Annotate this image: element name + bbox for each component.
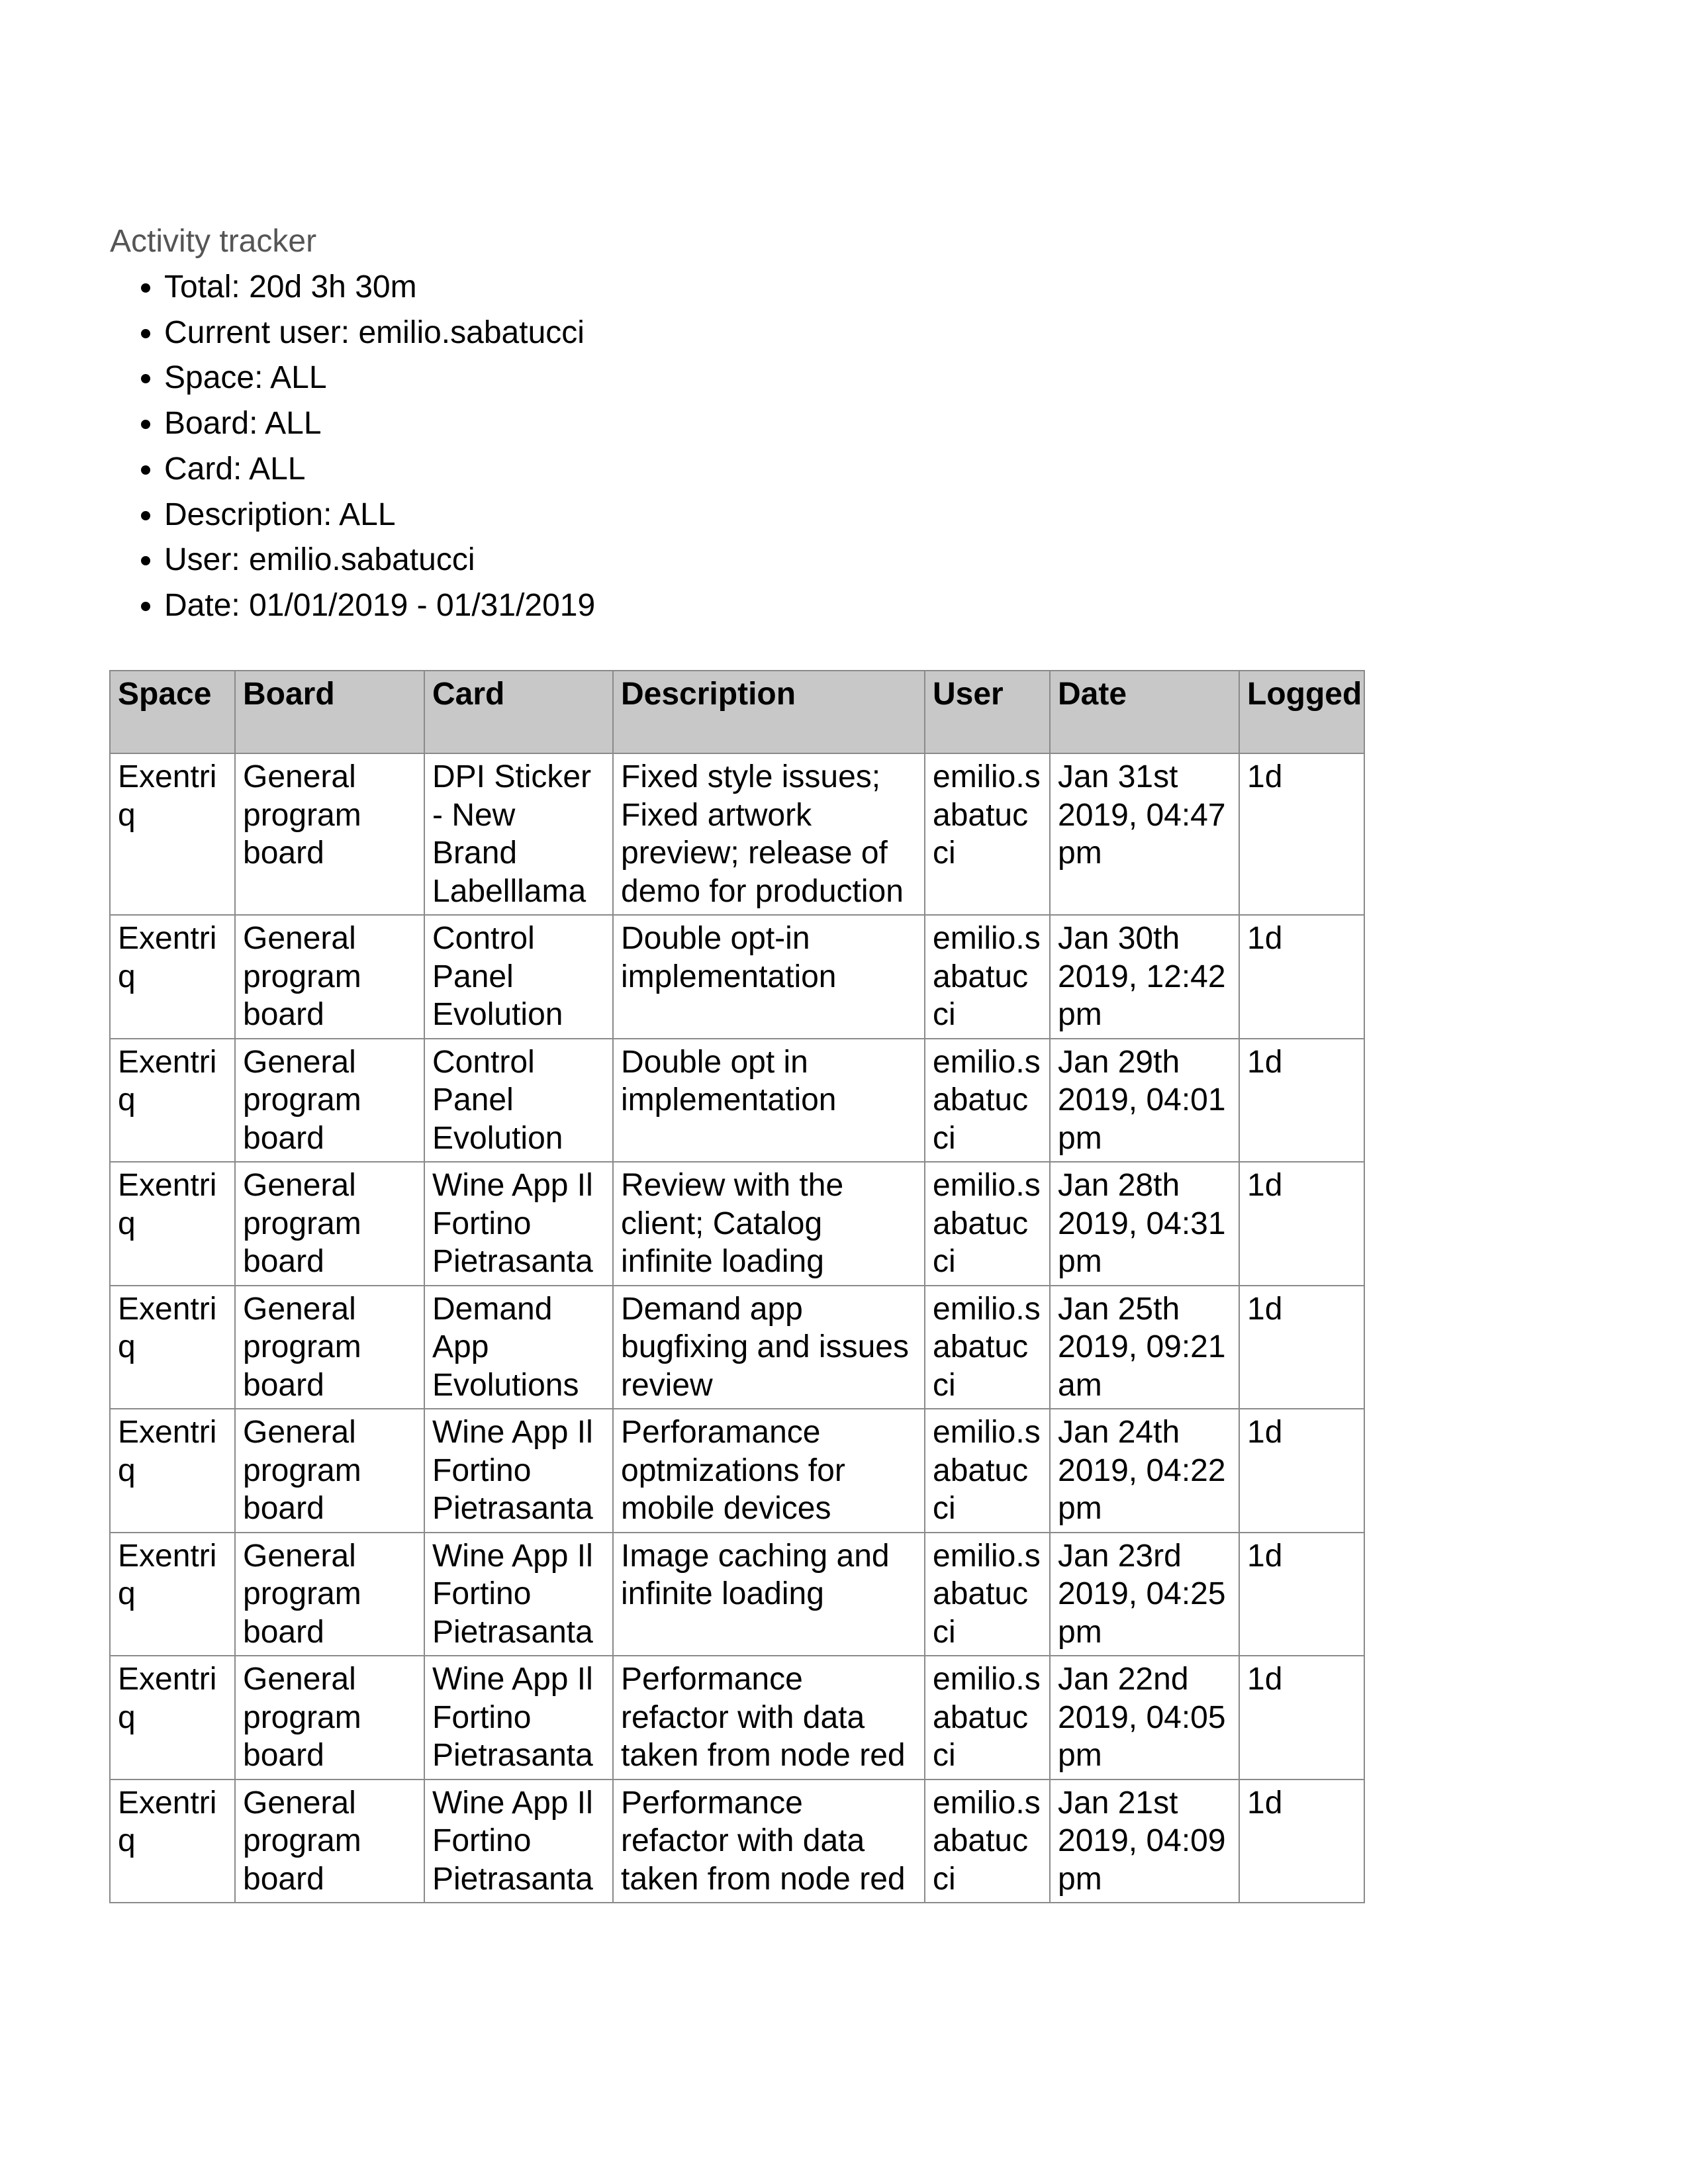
filter-item: Description: ALL [164,493,595,538]
table-header-row: Space Board Card Description User Date Logged [109,670,1365,754]
filter-item: User: emilio.sabatucci [164,538,595,583]
cell-user: emilio.sabatucci [924,753,1051,916]
cell-logged: 1d [1239,1284,1365,1409]
cell-board: General program board [234,1655,425,1780]
column-header-card: Card [424,670,614,754]
cell-space: Exentriq [109,1284,236,1409]
cell-space: Exentriq [109,1531,236,1656]
cell-date: Jan 25th 2019, 09:21 am [1049,1284,1240,1409]
column-header-logged: Logged [1239,670,1365,754]
cell-board: General program board [234,1408,425,1533]
cell-board: General program board [234,1778,425,1903]
column-header-board: Board [234,670,425,754]
cell-description: Image caching and infinite loading [612,1531,925,1656]
table-row: Exentriq General program board Wine App Il… [109,1655,1365,1780]
cell-space: Exentriq [109,914,236,1039]
cell-logged: 1d [1239,914,1365,1039]
filter-item: Board: ALL [164,401,595,447]
column-header-space: Space [109,670,236,754]
cell-description: Review with the client; Catalog infinite… [612,1161,925,1286]
cell-board: General program board [234,753,425,916]
filter-summary-list: Total: 20d 3h 30mCurrent user: emilio.sa… [110,265,595,629]
cell-user: emilio.sabatucci [924,1408,1051,1533]
cell-card: Wine App Il Fortino Pietrasanta [424,1778,614,1903]
cell-user: emilio.sabatucci [924,1655,1051,1780]
cell-logged: 1d [1239,1655,1365,1780]
cell-date: Jan 29th 2019, 04:01 pm [1049,1037,1240,1163]
cell-space: Exentriq [109,753,236,916]
cell-card: Wine App Il Fortino Pietrasanta [424,1655,614,1780]
cell-date: Jan 31st 2019, 04:47 pm [1049,753,1240,916]
filter-item: Card: ALL [164,447,595,493]
cell-card: DPI Sticker - New Brand Labelllama [424,753,614,916]
cell-date: Jan 24th 2019, 04:22 pm [1049,1408,1240,1533]
cell-card: Wine App Il Fortino Pietrasanta [424,1161,614,1286]
cell-card: Wine App Il Fortino Pietrasanta [424,1408,614,1533]
cell-description: Demand app bugfixing and issues review [612,1284,925,1409]
column-header-user: User [924,670,1051,754]
table-row: Exentriq General program board Demand App … [109,1284,1365,1409]
cell-board: General program board [234,914,425,1039]
cell-logged: 1d [1239,1161,1365,1286]
filter-item: Date: 01/01/2019 - 01/31/2019 [164,583,595,629]
cell-space: Exentriq [109,1655,236,1780]
cell-date: Jan 21st 2019, 04:09 pm [1049,1778,1240,1903]
cell-logged: 1d [1239,1531,1365,1656]
cell-card: Control Panel Evolution [424,1037,614,1163]
cell-user: emilio.sabatucci [924,1778,1051,1903]
cell-logged: 1d [1239,1037,1365,1163]
cell-logged: 1d [1239,1778,1365,1903]
cell-description: Double opt in implementation [612,1037,925,1163]
cell-board: General program board [234,1037,425,1163]
table-row: Exentriq General program board Wine App Il… [109,1531,1365,1656]
cell-board: General program board [234,1161,425,1286]
cell-space: Exentriq [109,1037,236,1163]
cell-description: Performance refactor with data taken fro… [612,1778,925,1903]
cell-date: Jan 28th 2019, 04:31 pm [1049,1161,1240,1286]
cell-date: Jan 22nd 2019, 04:05 pm [1049,1655,1240,1780]
cell-logged: 1d [1239,753,1365,916]
table-row: Exentriq General program board Wine App Il… [109,1778,1365,1903]
table-row: Exentriq General program board Wine App Il… [109,1161,1365,1286]
cell-logged: 1d [1239,1408,1365,1533]
column-header-date: Date [1049,670,1240,754]
table-row: Exentriq General program board DPI Sticker… [109,753,1365,916]
cell-space: Exentriq [109,1778,236,1903]
table-row: Exentriq General program board Wine App Il… [109,1408,1365,1533]
cell-card: Wine App Il Fortino Pietrasanta [424,1531,614,1656]
filter-item: Space: ALL [164,356,595,401]
filter-item: Total: 20d 3h 30m [164,265,595,310]
cell-description: Double opt-in implementation [612,914,925,1039]
column-header-description: Description [612,670,925,754]
table-row: Exentriq General program board Control Pan… [109,914,1365,1039]
table-row: Exentriq General program board Control Pan… [109,1037,1365,1163]
cell-user: emilio.sabatucci [924,914,1051,1039]
cell-date: Jan 23rd 2019, 04:25 pm [1049,1531,1240,1656]
cell-description: Performance refactor with data taken fro… [612,1655,925,1780]
cell-description: Perforamance optmizations for mobile dev… [612,1408,925,1533]
cell-description: Fixed style issues; Fixed artwork previe… [612,753,925,916]
cell-card: Demand App Evolutions [424,1284,614,1409]
cell-user: emilio.sabatucci [924,1037,1051,1163]
cell-card: Control Panel Evolution [424,914,614,1039]
cell-user: emilio.sabatucci [924,1284,1051,1409]
activity-table: Space Board Card Description User Date Logged … [109,670,1365,1903]
cell-user: emilio.sabatucci [924,1531,1051,1656]
cell-date: Jan 30th 2019, 12:42 pm [1049,914,1240,1039]
cell-board: General program board [234,1531,425,1656]
filter-item: Current user: emilio.sabatucci [164,310,595,356]
cell-user: emilio.sabatucci [924,1161,1051,1286]
cell-board: General program board [234,1284,425,1409]
page-title: Activity tracker [110,224,317,259]
cell-space: Exentriq [109,1408,236,1533]
cell-space: Exentriq [109,1161,236,1286]
